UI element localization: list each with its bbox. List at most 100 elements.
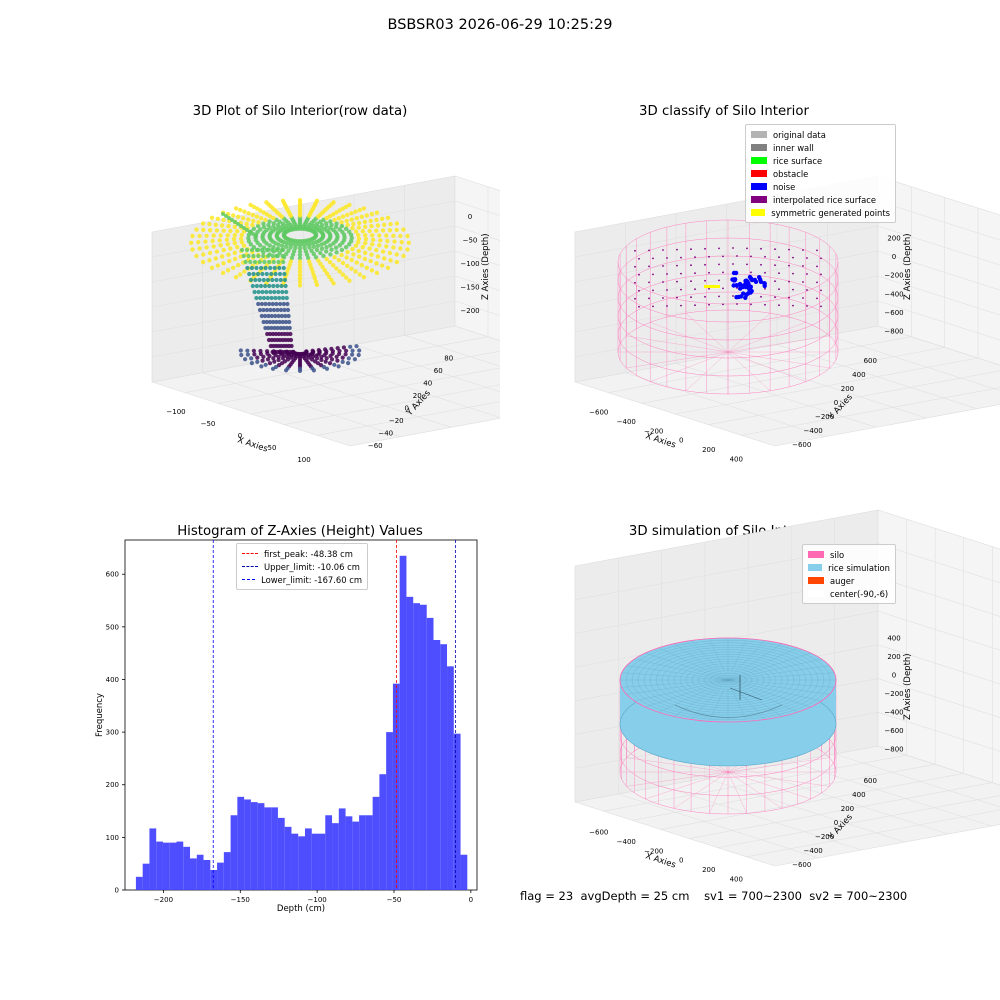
raw-point <box>260 358 265 363</box>
histogram-bar <box>399 555 407 890</box>
raw-point <box>267 259 272 265</box>
histogram-bar <box>345 816 353 890</box>
raw-point <box>340 260 346 266</box>
raw-point <box>346 356 351 361</box>
rice-mesh-spoke <box>634 658 729 681</box>
raw-point <box>314 282 320 287</box>
raw-point <box>374 261 379 266</box>
raw-point <box>190 233 195 239</box>
interpolated-point <box>816 297 818 300</box>
raw-point <box>398 246 403 251</box>
figure-title: BSBSR03 2026-06-29 10:25:29 <box>387 17 613 33</box>
interpolated-point <box>820 257 822 260</box>
raw-point <box>259 247 265 253</box>
raw-point <box>352 357 357 362</box>
rice-mesh-spoke <box>727 679 830 695</box>
raw-point <box>260 289 265 295</box>
raw-point <box>284 251 289 257</box>
raw-point <box>304 252 310 257</box>
grid-line <box>877 610 1000 651</box>
raw-point <box>283 283 288 289</box>
raw-point <box>281 265 286 271</box>
interpolated-point <box>806 289 808 291</box>
classify-silo-spoke <box>727 313 771 353</box>
grid-line <box>877 711 1000 752</box>
raw-point <box>350 348 355 353</box>
interpolated-point <box>806 257 808 259</box>
raw-point <box>203 239 208 244</box>
raw-point <box>279 361 285 366</box>
raw-point <box>232 224 237 229</box>
raw-point <box>288 337 294 343</box>
raw-point <box>269 325 274 331</box>
raw-point <box>252 259 258 265</box>
histogram-bar <box>169 842 177 890</box>
raw-point <box>241 216 246 221</box>
raw-point <box>303 249 309 254</box>
legend-swatch <box>808 577 824 584</box>
raw-point <box>369 223 374 229</box>
raw-point <box>335 358 340 363</box>
raw-point <box>340 272 346 277</box>
raw-point <box>243 357 248 362</box>
raw-point <box>384 233 389 238</box>
histogram-x-axis-label: Depth (cm) <box>277 904 325 914</box>
raw-point <box>254 295 259 301</box>
raw-point <box>374 228 379 233</box>
raw-point <box>189 240 194 245</box>
interpolated-point <box>736 303 738 305</box>
simulation-y-tick: −400 <box>804 847 823 855</box>
raw-point <box>267 301 272 307</box>
raw-point <box>270 301 275 307</box>
interpolated-point <box>792 288 794 291</box>
raw-y-tick: 0 <box>405 404 409 412</box>
raw-point <box>264 271 269 277</box>
raw-point <box>259 265 264 271</box>
raw-point <box>377 243 382 248</box>
legend-label: original data <box>773 129 826 140</box>
raw-point <box>268 289 273 295</box>
histogram-bar <box>183 846 191 890</box>
rice-mesh-spoke <box>626 679 729 695</box>
raw-point <box>228 246 233 251</box>
raw-point <box>273 331 278 337</box>
raw-point <box>297 242 303 247</box>
raw-point <box>349 217 354 222</box>
simulation-z-tick: 400 <box>887 634 900 642</box>
raw-point <box>283 313 288 319</box>
legend-line-swatch <box>242 553 258 554</box>
raw-point <box>271 215 276 221</box>
simulation-y-tick: 200 <box>841 805 854 813</box>
interpolated-point <box>722 303 724 306</box>
raw-point <box>271 221 276 226</box>
classify-tick-labels: −600−400−2000200400−600−400−200020040060… <box>589 234 903 463</box>
raw-point <box>258 227 263 232</box>
interpolated-point <box>750 303 752 306</box>
interpolated-point <box>722 255 724 258</box>
classify-x-tick: −200 <box>644 427 663 435</box>
raw-point <box>319 357 324 363</box>
raw-point <box>327 274 332 279</box>
raw-point <box>196 240 201 245</box>
classify-legend-entry: original data <box>751 128 890 141</box>
raw-y-tick: 60 <box>434 367 443 375</box>
histogram-bar <box>284 826 292 890</box>
raw-point <box>357 207 362 213</box>
raw-point <box>231 237 237 242</box>
raw-point <box>271 349 276 354</box>
classify-legend-entry: noise <box>751 180 890 193</box>
raw-point <box>353 243 359 248</box>
raw-point <box>354 344 359 349</box>
raw-point <box>266 222 271 228</box>
raw-x-axis-label: X Axies <box>236 435 269 454</box>
grid-line <box>454 250 500 266</box>
raw-point <box>275 307 280 313</box>
raw-point <box>399 240 404 245</box>
raw-point <box>320 232 326 237</box>
histogram-bar <box>318 833 326 890</box>
raw-point <box>238 207 243 213</box>
noise-point <box>753 279 759 284</box>
raw-point <box>345 222 350 228</box>
raw-point <box>270 253 275 259</box>
raw-point <box>324 245 329 250</box>
